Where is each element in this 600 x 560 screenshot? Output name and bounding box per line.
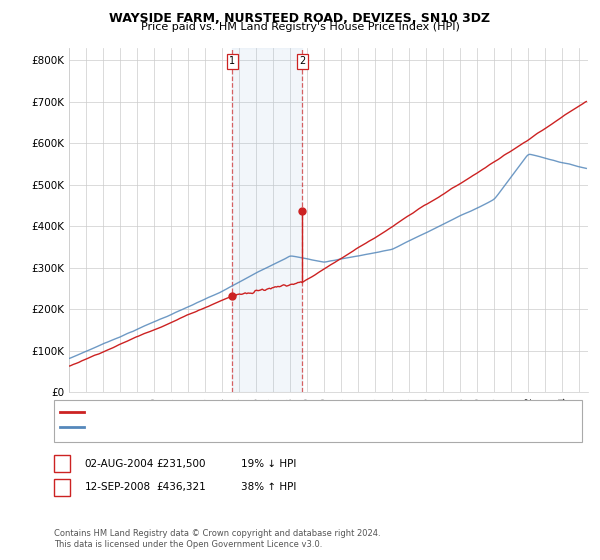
Text: £231,500: £231,500 — [157, 459, 206, 469]
Text: 02-AUG-2004: 02-AUG-2004 — [85, 459, 154, 469]
Bar — [232, 48, 302, 392]
Text: £436,321: £436,321 — [157, 482, 206, 492]
Text: 2: 2 — [299, 57, 305, 67]
Text: 2: 2 — [58, 482, 65, 492]
Text: 38% ↑ HPI: 38% ↑ HPI — [241, 482, 296, 492]
Text: 1: 1 — [58, 459, 65, 469]
Text: HPI: Average price, detached house, Wiltshire: HPI: Average price, detached house, Wilt… — [89, 423, 296, 432]
Text: 19% ↓ HPI: 19% ↓ HPI — [241, 459, 296, 469]
Text: 12-SEP-2008: 12-SEP-2008 — [85, 482, 151, 492]
Text: Price paid vs. HM Land Registry's House Price Index (HPI): Price paid vs. HM Land Registry's House … — [140, 22, 460, 32]
Text: Contains HM Land Registry data © Crown copyright and database right 2024.
This d: Contains HM Land Registry data © Crown c… — [54, 529, 380, 549]
Text: WAYSIDE FARM, NURSTEED ROAD, DEVIZES, SN10 3DZ: WAYSIDE FARM, NURSTEED ROAD, DEVIZES, SN… — [109, 12, 491, 25]
Text: WAYSIDE FARM, NURSTEED ROAD, DEVIZES, SN10 3DZ (detached house): WAYSIDE FARM, NURSTEED ROAD, DEVIZES, SN… — [89, 407, 418, 416]
Text: 1: 1 — [229, 57, 235, 67]
